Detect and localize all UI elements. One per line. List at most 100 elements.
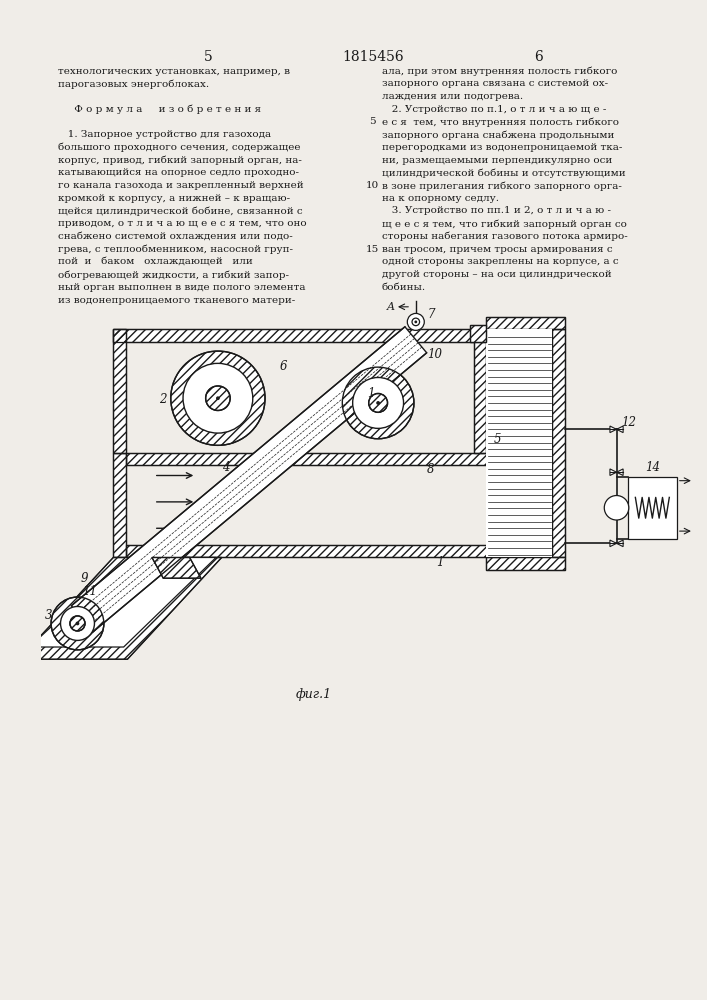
Circle shape <box>368 394 387 412</box>
Polygon shape <box>610 426 617 433</box>
Text: 1: 1 <box>436 556 444 569</box>
Text: одной стороны закреплены на корпусе, а с: одной стороны закреплены на корпусе, а с <box>382 257 619 266</box>
Text: 14: 14 <box>645 461 660 474</box>
Bar <box>113 329 486 342</box>
Text: кромкой к корпусу, а нижней – к вращаю-: кромкой к корпусу, а нижней – к вращаю- <box>58 194 290 203</box>
Text: 7: 7 <box>427 308 435 321</box>
Bar <box>113 453 126 557</box>
Polygon shape <box>610 469 617 475</box>
Bar <box>486 317 565 329</box>
Text: корпус, привод, гибкий запорный орган, на-: корпус, привод, гибкий запорный орган, н… <box>58 156 302 165</box>
Circle shape <box>604 496 629 520</box>
Text: 13: 13 <box>631 500 645 513</box>
Polygon shape <box>30 557 216 647</box>
Text: 5: 5 <box>204 50 213 64</box>
Polygon shape <box>617 426 623 433</box>
Text: ала, при этом внутренняя полость гибкого: ала, при этом внутренняя полость гибкого <box>382 67 617 76</box>
Circle shape <box>61 606 95 640</box>
Text: ный орган выполнен в виде полого элемента: ный орган выполнен в виде полого элемент… <box>58 283 305 292</box>
Bar <box>552 329 565 557</box>
Text: бобины.: бобины. <box>382 283 426 292</box>
Text: 9: 9 <box>81 572 88 585</box>
Text: 4: 4 <box>223 461 230 474</box>
Circle shape <box>171 351 265 445</box>
Text: 3. Устройство по пп.1 и 2, о т л и ч а ю -: 3. Устройство по пп.1 и 2, о т л и ч а ю… <box>382 206 611 215</box>
Circle shape <box>412 318 419 326</box>
Bar <box>486 557 565 570</box>
Polygon shape <box>617 540 623 547</box>
Text: пой  и   баком   охлаждающей   или: пой и баком охлаждающей или <box>58 257 252 266</box>
Bar <box>126 545 503 557</box>
Text: 8: 8 <box>427 463 435 476</box>
Text: технологических установках, например, в: технологических установках, например, в <box>58 67 290 76</box>
Circle shape <box>407 313 424 330</box>
Text: щейся цилиндрической бобине, связанной с: щейся цилиндрической бобине, связанной с <box>58 206 303 216</box>
Circle shape <box>342 367 414 439</box>
Text: ван тросом, причем тросы армирования с: ван тросом, причем тросы армирования с <box>382 245 612 254</box>
Text: го канала газохода и закрепленный верхней: го канала газохода и закрепленный верхне… <box>58 181 303 190</box>
Polygon shape <box>71 327 427 632</box>
Text: е с я  тем, что внутренняя полость гибкого: е с я тем, что внутренняя полость гибког… <box>382 117 619 127</box>
Text: в зоне прилегания гибкого запорного орга-: в зоне прилегания гибкого запорного орга… <box>382 181 621 191</box>
Bar <box>113 453 126 557</box>
Bar <box>113 329 486 342</box>
Bar <box>552 329 565 557</box>
Circle shape <box>376 401 380 405</box>
Text: обогревающей жидкости, а гибкий запор-: обогревающей жидкости, а гибкий запор- <box>58 270 288 280</box>
Bar <box>126 453 503 465</box>
Text: парогазовых энергоблоках.: парогазовых энергоблоках. <box>58 79 209 89</box>
Polygon shape <box>469 325 486 342</box>
Text: 6: 6 <box>534 50 543 64</box>
Text: 1: 1 <box>367 387 374 400</box>
Text: 2: 2 <box>160 393 167 406</box>
Text: 10: 10 <box>427 348 442 361</box>
Bar <box>628 477 677 539</box>
Text: стороны набегания газового потока армиро-: стороны набегания газового потока армиро… <box>382 232 628 241</box>
Circle shape <box>51 597 104 650</box>
Text: 5: 5 <box>369 117 375 126</box>
Bar <box>486 329 552 557</box>
Bar <box>113 329 126 453</box>
Bar <box>113 329 126 453</box>
Text: запорного органа связана с системой ох-: запорного органа связана с системой ох- <box>382 79 608 88</box>
Polygon shape <box>610 540 617 547</box>
Text: A: A <box>386 302 395 312</box>
Text: 2. Устройство по п.1, о т л и ч а ю щ е -: 2. Устройство по п.1, о т л и ч а ю щ е … <box>382 105 606 114</box>
Text: щ е е с я тем, что гибкий запорный орган со: щ е е с я тем, что гибкий запорный орган… <box>382 219 626 229</box>
Polygon shape <box>152 557 201 578</box>
Bar <box>486 557 565 570</box>
Text: грева, с теплообменником, насосной груп-: грева, с теплообменником, насосной груп- <box>58 245 293 254</box>
Text: 11: 11 <box>82 585 97 598</box>
Circle shape <box>414 320 417 323</box>
Circle shape <box>216 396 220 400</box>
Text: катывающийся на опорное седло проходно-: катывающийся на опорное седло проходно- <box>58 168 298 177</box>
Text: запорного органа снабжена продольными: запорного органа снабжена продольными <box>382 130 614 140</box>
Bar <box>126 453 503 465</box>
Text: на к опорному седлу.: на к опорному седлу. <box>382 194 499 203</box>
Text: фиг.1: фиг.1 <box>296 688 332 701</box>
Text: 10: 10 <box>366 181 379 190</box>
Polygon shape <box>19 557 222 659</box>
Text: лаждения или подогрева.: лаждения или подогрева. <box>382 92 523 101</box>
Text: из водонепроницаемого тканевого матери-: из водонепроницаемого тканевого матери- <box>58 296 295 305</box>
Circle shape <box>70 616 85 631</box>
Circle shape <box>76 622 79 625</box>
Polygon shape <box>617 469 623 475</box>
Text: 12: 12 <box>621 416 636 429</box>
Text: перегородками из водонепроницаемой тка-: перегородками из водонепроницаемой тка- <box>382 143 622 152</box>
Bar <box>126 545 503 557</box>
Text: 5: 5 <box>494 433 501 446</box>
Circle shape <box>353 377 404 428</box>
Text: снабжено системой охлаждения или подо-: снабжено системой охлаждения или подо- <box>58 232 293 241</box>
Text: 15: 15 <box>366 245 379 254</box>
Circle shape <box>206 386 230 410</box>
Text: цилиндрической бобины и отсутствующими: цилиндрической бобины и отсутствующими <box>382 168 626 178</box>
Text: другой стороны – на оси цилиндрической: другой стороны – на оси цилиндрической <box>382 270 612 279</box>
Text: 1. Запорное устройство для газохода: 1. Запорное устройство для газохода <box>58 130 271 139</box>
Text: ни, размещаемыми перпендикулярно оси: ни, размещаемыми перпендикулярно оси <box>382 156 612 165</box>
Bar <box>474 329 486 453</box>
Text: Ф о р м у л а     и з о б р е т е н и я: Ф о р м у л а и з о б р е т е н и я <box>58 105 261 114</box>
Circle shape <box>183 363 253 433</box>
Text: 1815456: 1815456 <box>343 50 404 64</box>
Text: 3: 3 <box>45 609 52 622</box>
